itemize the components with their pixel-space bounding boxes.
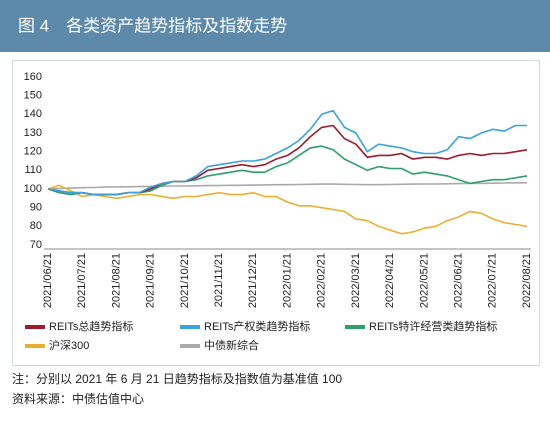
x-tick-label: 2022/04/21 — [384, 253, 396, 308]
x-tick-label: 2022/05/21 — [418, 253, 430, 308]
x-tick-label: 2021/09/21 — [145, 253, 157, 308]
y-tick-label: 70 — [30, 239, 42, 251]
x-tick-label: 2021/06/21 — [42, 253, 54, 308]
y-tick-label: 90 — [30, 202, 42, 214]
x-tick-label: 2021/12/21 — [247, 253, 259, 308]
x-tick-label: 2022/03/21 — [350, 253, 362, 308]
x-tick-label: 2022/07/21 — [487, 253, 499, 308]
x-tick-label: 2022/02/21 — [316, 253, 328, 308]
series-line — [47, 182, 527, 190]
note: 注：分别以 2021 年 6 月 21 日趋势指标及指数值为基准值 100 — [12, 371, 342, 386]
y-tick-label: 80 — [30, 220, 42, 232]
y-tick-label: 160 — [24, 71, 42, 83]
x-tick-label: 2021/07/21 — [76, 253, 88, 308]
x-tick-label: 2021/10/21 — [179, 253, 191, 308]
y-tick-label: 110 — [24, 164, 42, 176]
series-line — [47, 184, 528, 235]
x-tick-label: 2022/06/21 — [452, 253, 464, 308]
source-note: 资料来源：中债估值中心 — [12, 391, 144, 406]
legend-label: REITs产权类趋势指标 — [204, 319, 310, 333]
x-tick-label: 2022/08/21 — [521, 253, 533, 308]
legend-label: REITs特许经营类趋势指标 — [369, 319, 497, 333]
chart-title: 图 4 各类资产趋势指标及指数走势 — [18, 16, 287, 35]
y-tick-label: 100 — [24, 183, 42, 195]
x-tick-label: 2021/08/21 — [110, 253, 122, 308]
x-tick-label: 2022/01/21 — [281, 253, 293, 308]
header-bar — [0, 0, 550, 52]
series-line — [47, 109, 527, 196]
y-tick-label: 130 — [24, 127, 42, 139]
x-tick-label: 2021/11/21 — [213, 253, 225, 307]
legend-label: 中债新综合 — [204, 338, 259, 352]
chart-panel — [12, 60, 540, 366]
legend-label: 沪深300 — [49, 338, 89, 352]
y-tick-label: 150 — [24, 90, 42, 102]
legend-label: REITs总趋势指标 — [49, 319, 133, 333]
y-tick-label: 140 — [24, 108, 42, 120]
y-tick-label: 120 — [24, 146, 42, 158]
